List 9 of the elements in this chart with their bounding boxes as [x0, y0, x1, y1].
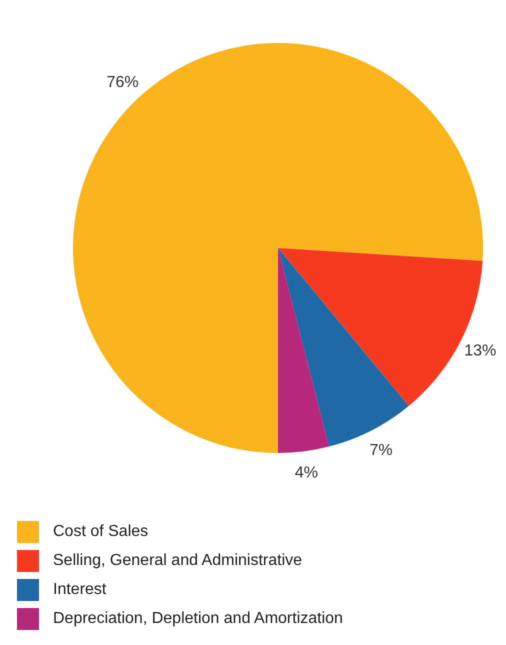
legend-label: Selling, General and Administrative [53, 552, 302, 570]
data-label: 4% [294, 464, 318, 482]
data-label: 13% [464, 342, 496, 360]
legend-label: Interest [53, 580, 106, 598]
data-label: 76% [106, 74, 139, 92]
pie-slice [278, 248, 329, 453]
legend-label: Cost of Sales [53, 522, 148, 540]
legend-label: Depreciation, Depletion and Amortization [53, 610, 343, 628]
data-label: 7% [369, 442, 393, 459]
